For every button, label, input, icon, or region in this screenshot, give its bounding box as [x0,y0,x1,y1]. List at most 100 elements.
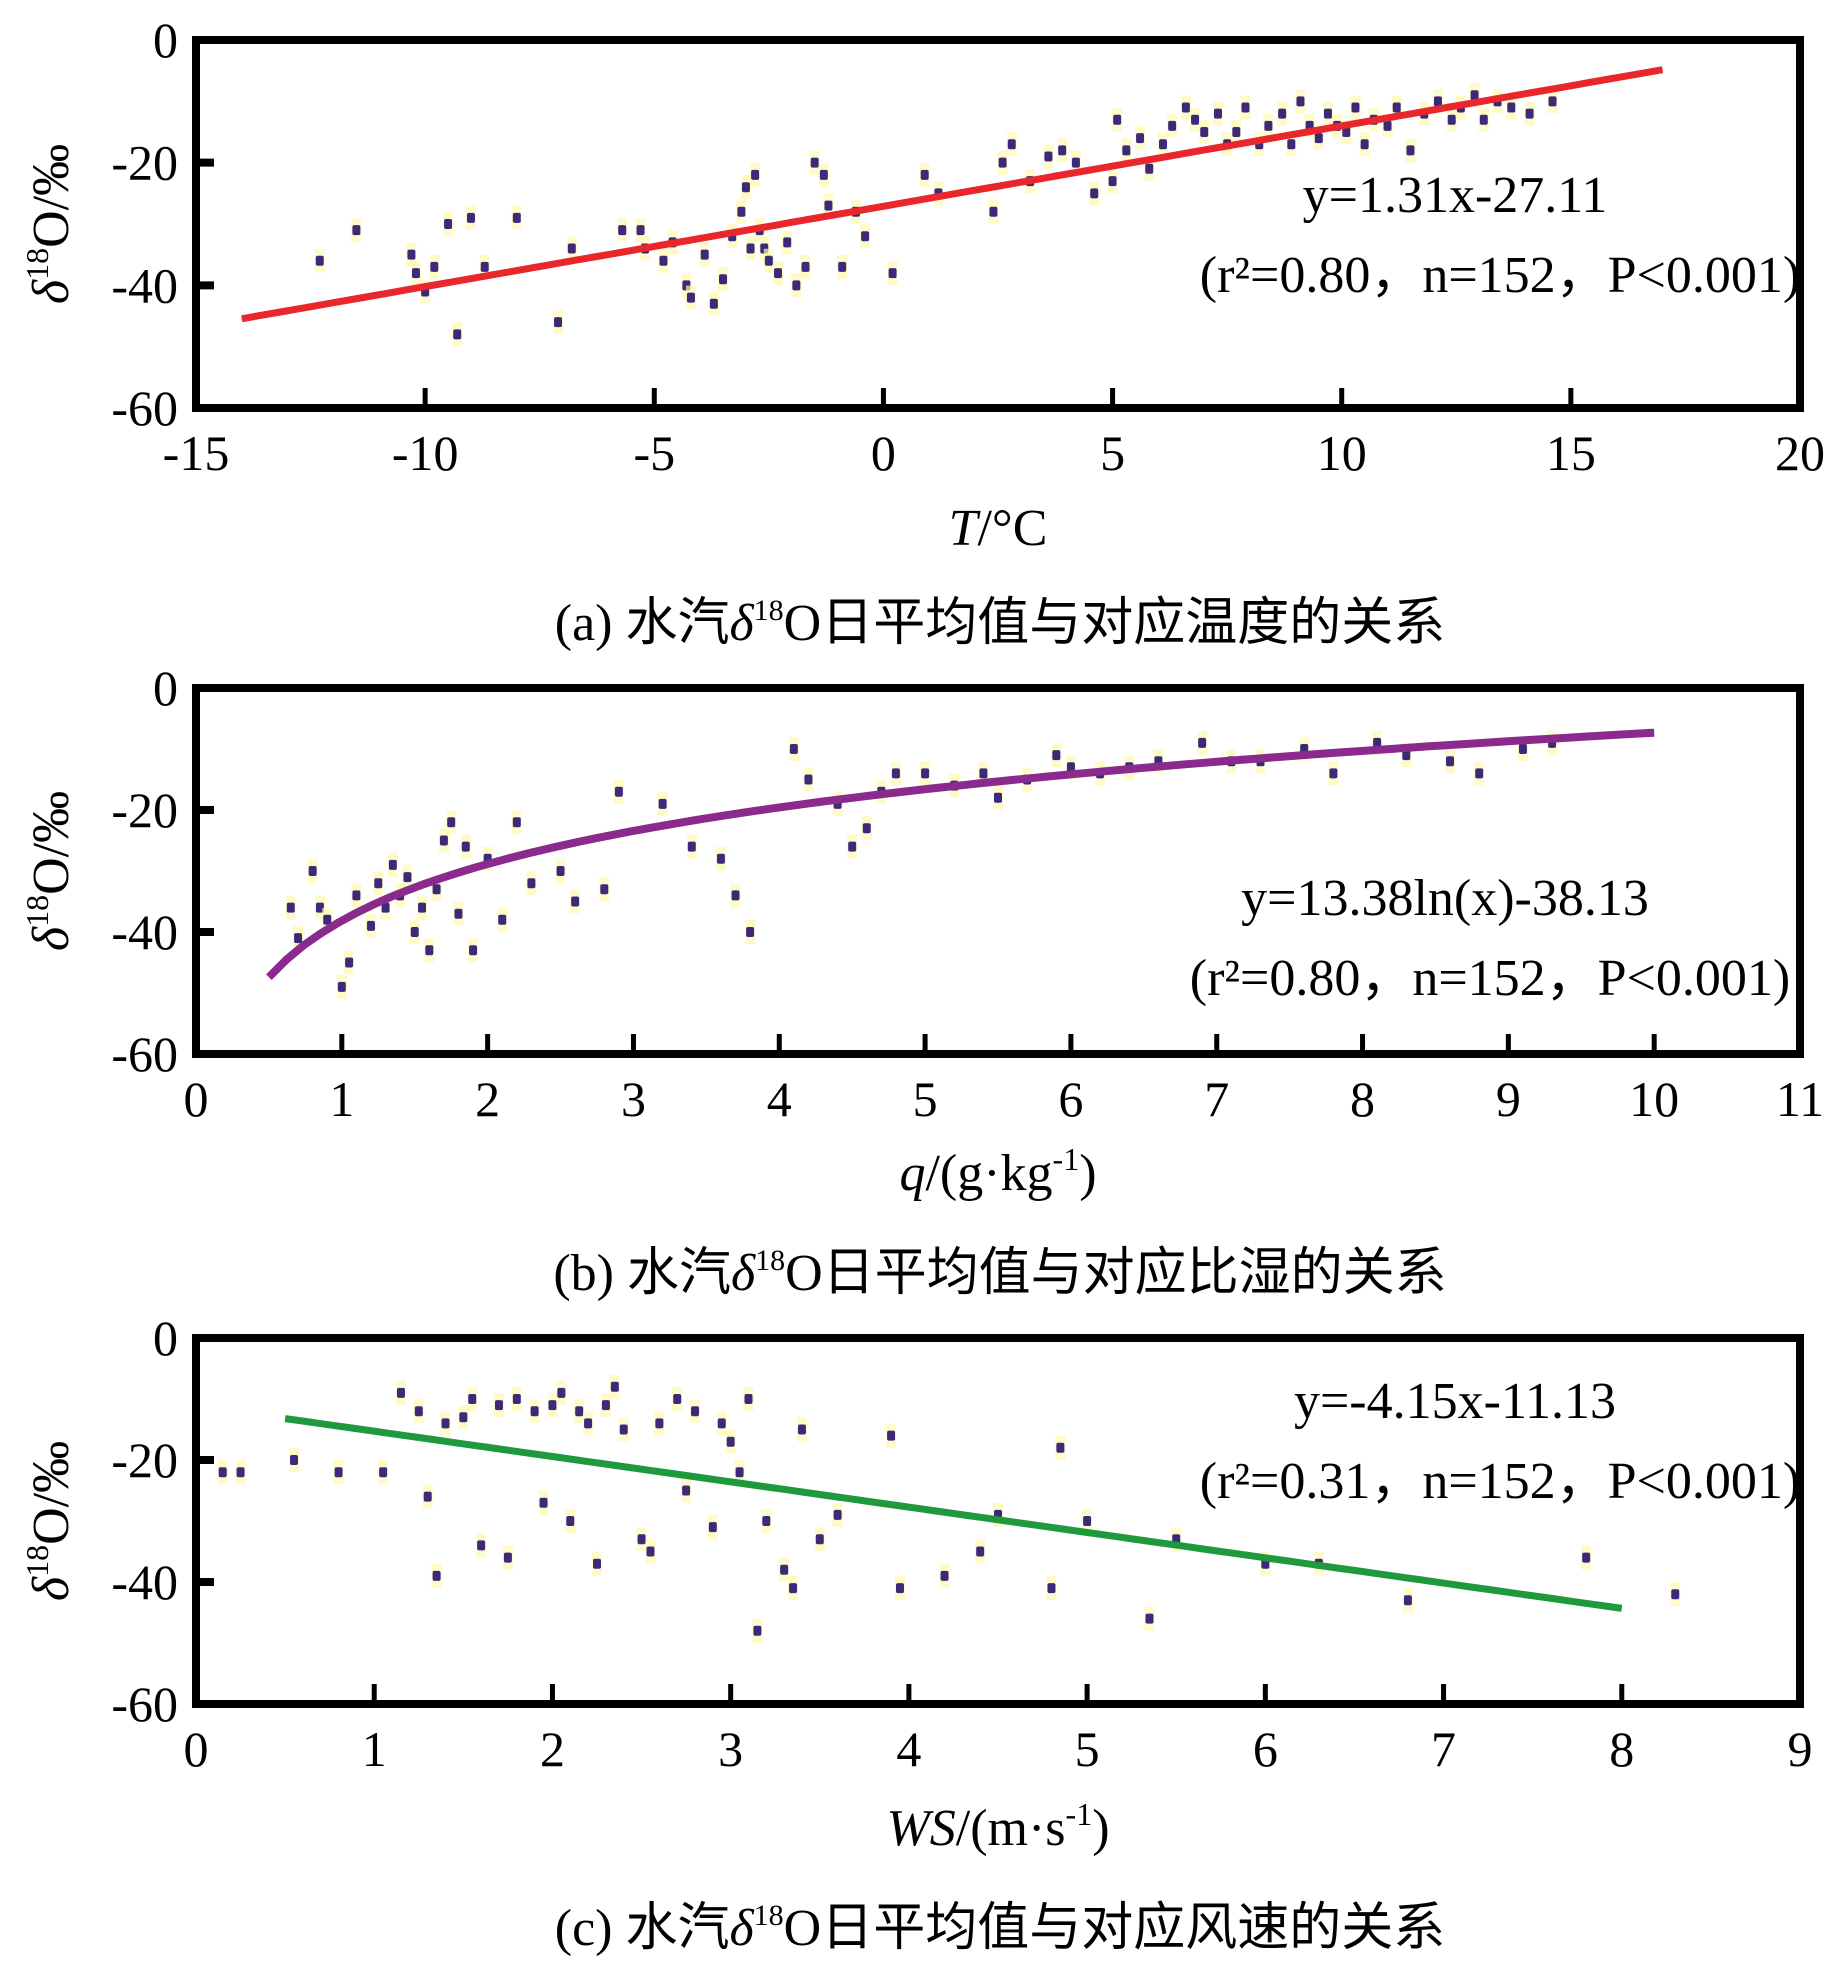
data-point [833,1509,842,1520]
y-label-rest: O/‰ [23,144,80,248]
data-point [1264,120,1273,131]
data-point [286,902,295,913]
y-label-rest: O/‰ [23,1441,80,1545]
data-point [453,329,462,340]
data-point [682,1485,691,1496]
data-point [423,1491,432,1502]
data-point [352,890,361,901]
y-tick-label: -40 [111,1554,178,1610]
data-point [709,298,718,309]
data-point [815,1534,824,1545]
data-point [1447,114,1456,125]
data-point [801,261,810,272]
x-tick-label: 1 [329,1071,354,1127]
x-tick-label: 0 [184,1071,209,1127]
y-axis-label-a: δ18O/‰ [19,144,80,304]
data-point [1052,750,1061,761]
scatter-points-c [217,1374,1681,1643]
x-ticks-b: 0 1 2 3 4 5 6 7 8 9 10 11 [184,1034,1824,1127]
data-point [556,866,565,876]
x-tick-label: -15 [163,425,230,481]
data-point [979,768,988,779]
data-point [1329,768,1338,779]
x-tick-label: 20 [1775,425,1825,481]
data-point [658,798,667,809]
data-point [1213,108,1222,119]
data-point [1047,1583,1056,1594]
data-point [425,945,434,956]
data-point [888,268,897,279]
data-point [940,1570,949,1581]
x-tick-label: 2 [540,1721,565,1777]
plot-frame-c [192,1334,1804,1708]
data-point [294,933,303,944]
fit-curve-b [266,728,1655,981]
x-label-main: WS [886,1800,955,1857]
data-point [655,1418,664,1429]
data-point [439,835,448,846]
data-point [746,927,755,937]
data-point [571,896,580,907]
data-point [374,878,383,889]
x-tick-label: 10 [1629,1071,1679,1127]
data-point [1200,127,1209,137]
caption-suffix: O日平均值与对应比湿的关系 [785,1245,1447,1302]
data-point [567,243,576,254]
y-tick-label: 0 [153,660,178,716]
data-point [480,261,489,272]
y-tick-label: -60 [111,1676,178,1732]
x-tick-label: 7 [1204,1071,1229,1127]
y-label-delta: δ [23,1576,80,1601]
x-tick-label: -10 [392,425,459,481]
x-tick-label: 6 [1058,1071,1083,1127]
data-point [1507,102,1516,113]
data-point [1403,1595,1412,1606]
data-point [548,1400,557,1411]
x-tick-label: 5 [1075,1721,1100,1777]
data-point [388,859,397,870]
data-point [1525,108,1534,119]
stats-a: (r²=0.80，n=152，P<0.001) [1200,247,1800,304]
data-point [600,884,609,895]
data-point [554,317,563,328]
y-label-rest: O/‰ [23,791,80,895]
data-point [432,884,441,895]
data-point [584,1418,593,1429]
x-tick-label: 10 [1317,425,1367,481]
data-point [414,1406,423,1417]
x-tick-label: 3 [621,1071,646,1127]
data-point [764,255,773,266]
x-tick-label: 6 [1253,1721,1278,1777]
data-point [810,157,819,168]
data-point [352,225,361,236]
y-tick-label: 0 [153,12,178,68]
data-point [1066,762,1075,773]
stats-b: (r²=0.80，n=152，P<0.001) [1190,950,1790,1007]
data-point [403,872,412,883]
data-point [1071,157,1080,168]
data-point [334,1467,343,1478]
x-label-close: ) [1079,1145,1096,1202]
data-point [1296,96,1305,107]
data-point [797,1424,806,1435]
y-ticks-a: 0 -20 -40 -60 [111,12,214,436]
x-label-rest: /°C [977,500,1047,557]
data-point [994,792,1002,803]
data-point [861,231,870,242]
data-point [1351,102,1360,113]
data-point [687,841,696,852]
data-point [593,1558,601,1569]
data-point [1475,768,1484,779]
data-point [461,841,470,852]
data-point [381,902,390,913]
data-point [1671,1589,1680,1600]
caption-prefix: (a) 水汽 [555,595,730,652]
caption-c: (c) 水汽δ18O日平均值与对应风速的关系 [555,1899,1445,1957]
x-tick-label: 4 [767,1071,792,1127]
x-label-close: ) [1092,1800,1109,1857]
data-point [566,1516,575,1526]
data-point [1287,139,1296,150]
data-point [494,1400,503,1411]
data-point [753,1625,762,1636]
